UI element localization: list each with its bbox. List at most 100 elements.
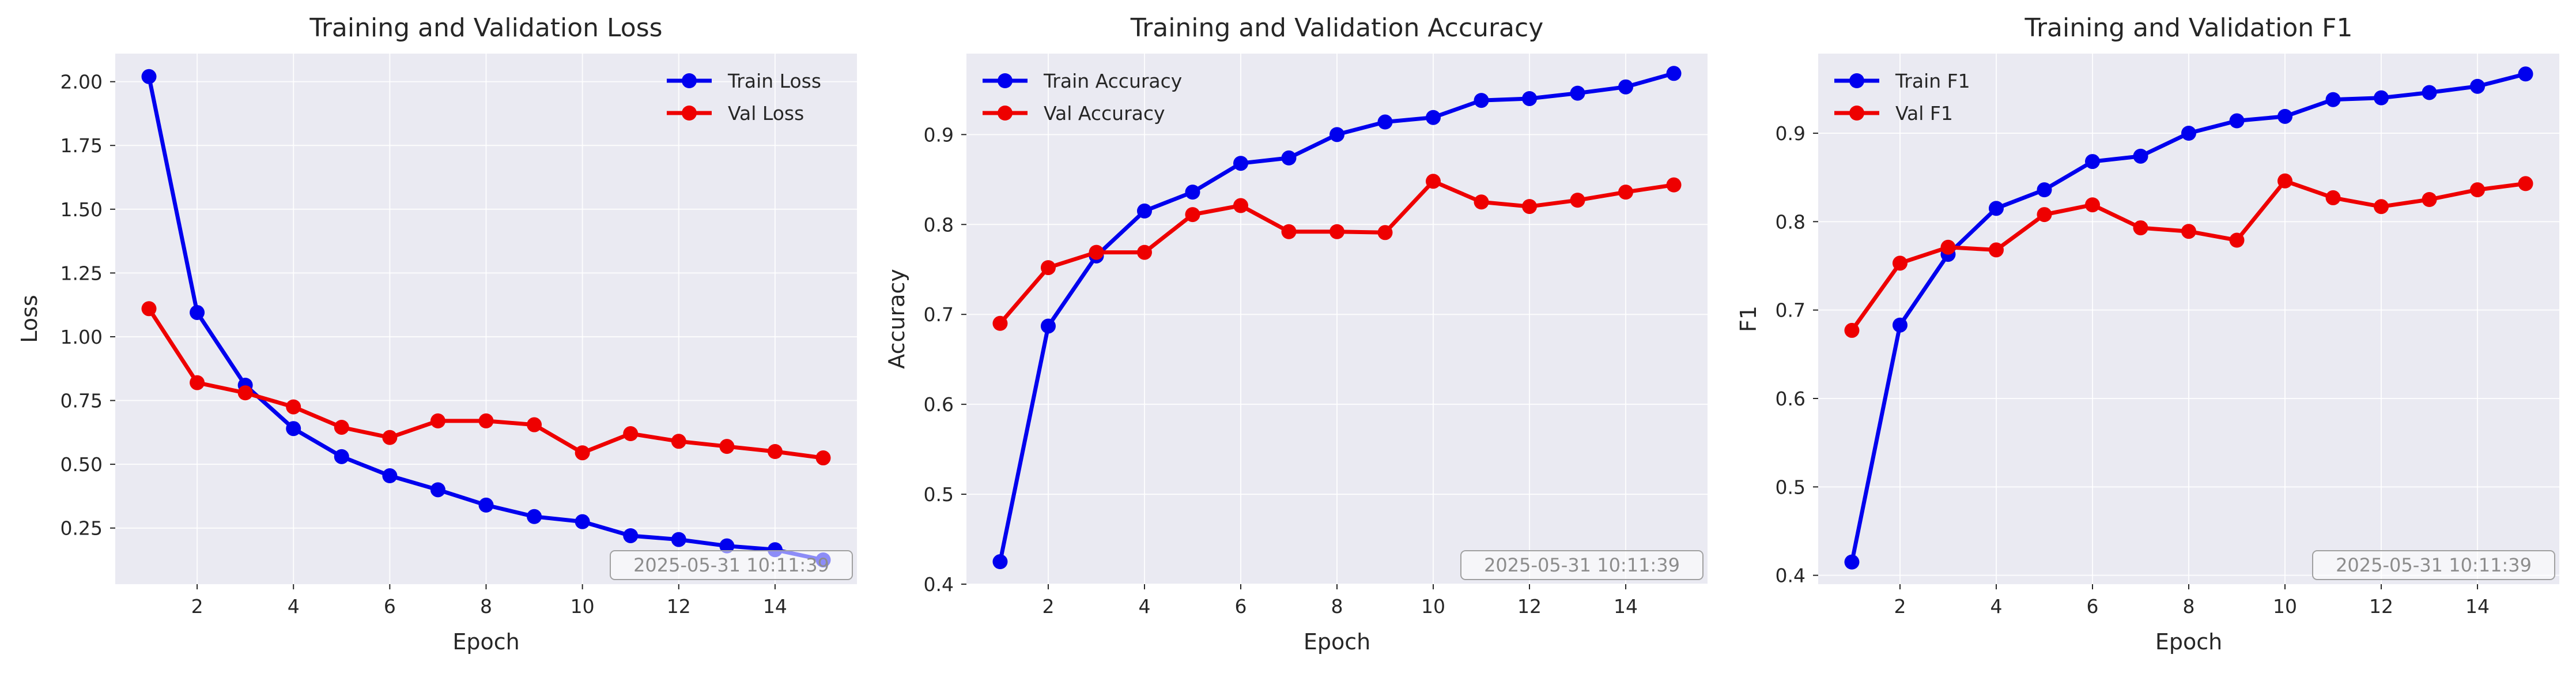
- y-tick-label: 0.7: [1776, 299, 1806, 322]
- timestamp-label: 2025-05-31 10:11:39: [1484, 554, 1680, 576]
- data-point-val: [334, 419, 349, 435]
- data-point-train: [1988, 201, 2004, 216]
- y-tick-label: 1.75: [61, 134, 103, 157]
- data-point-train: [719, 538, 735, 554]
- y-tick-label: 1.00: [61, 326, 103, 348]
- chart-title: Training and Validation F1: [2024, 13, 2353, 43]
- data-point-val: [1474, 194, 1489, 210]
- data-point-val: [623, 426, 639, 442]
- data-point-train: [1570, 85, 1585, 101]
- data-point-train: [2325, 92, 2341, 107]
- data-point-train: [1844, 554, 1860, 570]
- x-tick-label: 4: [288, 595, 300, 618]
- x-axis-label: Epoch: [1304, 629, 1370, 655]
- y-tick-label: 0.9: [1776, 122, 1806, 145]
- x-tick-label: 8: [2183, 595, 2195, 618]
- data-point-val: [237, 385, 253, 401]
- data-point-train: [1426, 110, 1441, 125]
- legend-label: Train Loss: [727, 70, 821, 92]
- data-point-val: [1892, 255, 1908, 271]
- data-point-val: [2277, 173, 2293, 189]
- timestamp-label: 2025-05-31 10:11:39: [633, 554, 829, 576]
- data-point-val: [1185, 207, 1200, 223]
- chart-panel-1: 2 4 6 8 10 12 14 0.25 0.50 0.75 1.00 1.25 1.50 1.75 2.…: [17, 13, 857, 655]
- data-point-train: [1618, 79, 1634, 95]
- x-tick-label: 6: [384, 595, 396, 618]
- y-tick-label: 0.8: [1776, 210, 1806, 233]
- data-point-train: [1040, 318, 1056, 334]
- data-point-val: [1040, 260, 1056, 276]
- data-point-val: [478, 413, 494, 428]
- y-tick-label: 0.9: [924, 123, 954, 146]
- data-point-val: [1089, 245, 1104, 260]
- data-point-train: [671, 532, 686, 547]
- legend-label: Train F1: [1895, 70, 1970, 92]
- y-axis-label: Accuracy: [884, 269, 909, 369]
- data-point-train: [1329, 127, 1344, 142]
- data-point-train: [1136, 203, 1152, 219]
- data-point-val: [1233, 198, 1248, 213]
- data-point-val: [1281, 224, 1297, 239]
- data-point-train: [575, 514, 590, 529]
- x-tick-label: 14: [763, 595, 787, 618]
- data-point-val: [767, 444, 783, 459]
- data-point-train: [992, 554, 1008, 570]
- data-point-train: [1892, 317, 1908, 333]
- data-point-val: [2084, 197, 2100, 213]
- y-tick-label: 0.50: [61, 453, 103, 476]
- data-point-train: [141, 69, 157, 84]
- data-point-train: [2133, 148, 2148, 164]
- data-point-train: [2037, 182, 2052, 198]
- timestamp-box: [610, 550, 853, 580]
- data-point-val: [1988, 242, 2004, 258]
- x-tick-label: 14: [2465, 595, 2490, 618]
- x-axis-label: Epoch: [452, 629, 519, 655]
- data-point-val: [1666, 177, 1682, 193]
- x-tick-label: 4: [1990, 595, 2002, 618]
- y-axis-label: Loss: [17, 295, 42, 343]
- y-tick-label: 2.00: [61, 71, 103, 93]
- legend-label: Val Loss: [728, 102, 804, 125]
- y-tick-label: 0.4: [1776, 565, 1806, 587]
- legend-label: Train Accuracy: [1043, 70, 1182, 92]
- legend-handle-marker: [682, 73, 697, 88]
- legend-handle-marker: [682, 106, 697, 121]
- x-axis-label: Epoch: [2155, 629, 2222, 655]
- data-point-val: [1329, 224, 1344, 239]
- y-tick-label: 1.25: [61, 262, 103, 284]
- data-point-train: [430, 482, 445, 498]
- data-point-train: [2518, 66, 2533, 82]
- x-tick-label: 14: [1614, 595, 1638, 618]
- x-tick-label: 8: [480, 595, 492, 618]
- x-tick-label: 10: [571, 595, 595, 618]
- data-point-val: [1136, 245, 1152, 260]
- data-point-val: [190, 375, 205, 390]
- data-point-val: [286, 399, 301, 415]
- data-point-train: [1522, 91, 1538, 106]
- chart-panel-2: 2 4 6 8 10 12 14 0.4 0.5 0.6 0.7 0.8 0.9 Training and…: [884, 13, 1708, 655]
- data-point-val: [382, 430, 398, 445]
- legend-label: Val Accuracy: [1044, 102, 1165, 125]
- y-tick-label: 0.6: [1776, 388, 1806, 410]
- x-tick-label: 12: [1517, 595, 1542, 618]
- chart-panel-3: 2 4 6 8 10 12 14 0.4 0.5 0.6 0.7 0.8 0.9 Training and…: [1736, 13, 2559, 655]
- data-point-val: [430, 413, 445, 428]
- legend-handle-marker: [1849, 73, 1864, 88]
- legend-handle-marker: [998, 106, 1013, 121]
- data-point-train: [190, 304, 205, 320]
- data-point-val: [1940, 239, 1956, 255]
- timestamp-box: [2312, 550, 2555, 580]
- legend-label: Val F1: [1895, 102, 1953, 125]
- data-point-train: [286, 421, 301, 437]
- x-tick-label: 6: [1234, 595, 1247, 618]
- data-point-train: [1233, 156, 1248, 171]
- x-tick-label: 4: [1138, 595, 1150, 618]
- data-point-val: [1426, 174, 1441, 189]
- data-point-train: [2229, 113, 2245, 129]
- legend-handle-marker: [998, 73, 1013, 88]
- data-point-train: [2470, 78, 2486, 94]
- y-tick-label: 0.6: [924, 393, 954, 416]
- data-point-val: [2037, 207, 2052, 223]
- data-point-val: [2181, 224, 2196, 239]
- legend: Train F1 Val F1: [1834, 70, 1970, 125]
